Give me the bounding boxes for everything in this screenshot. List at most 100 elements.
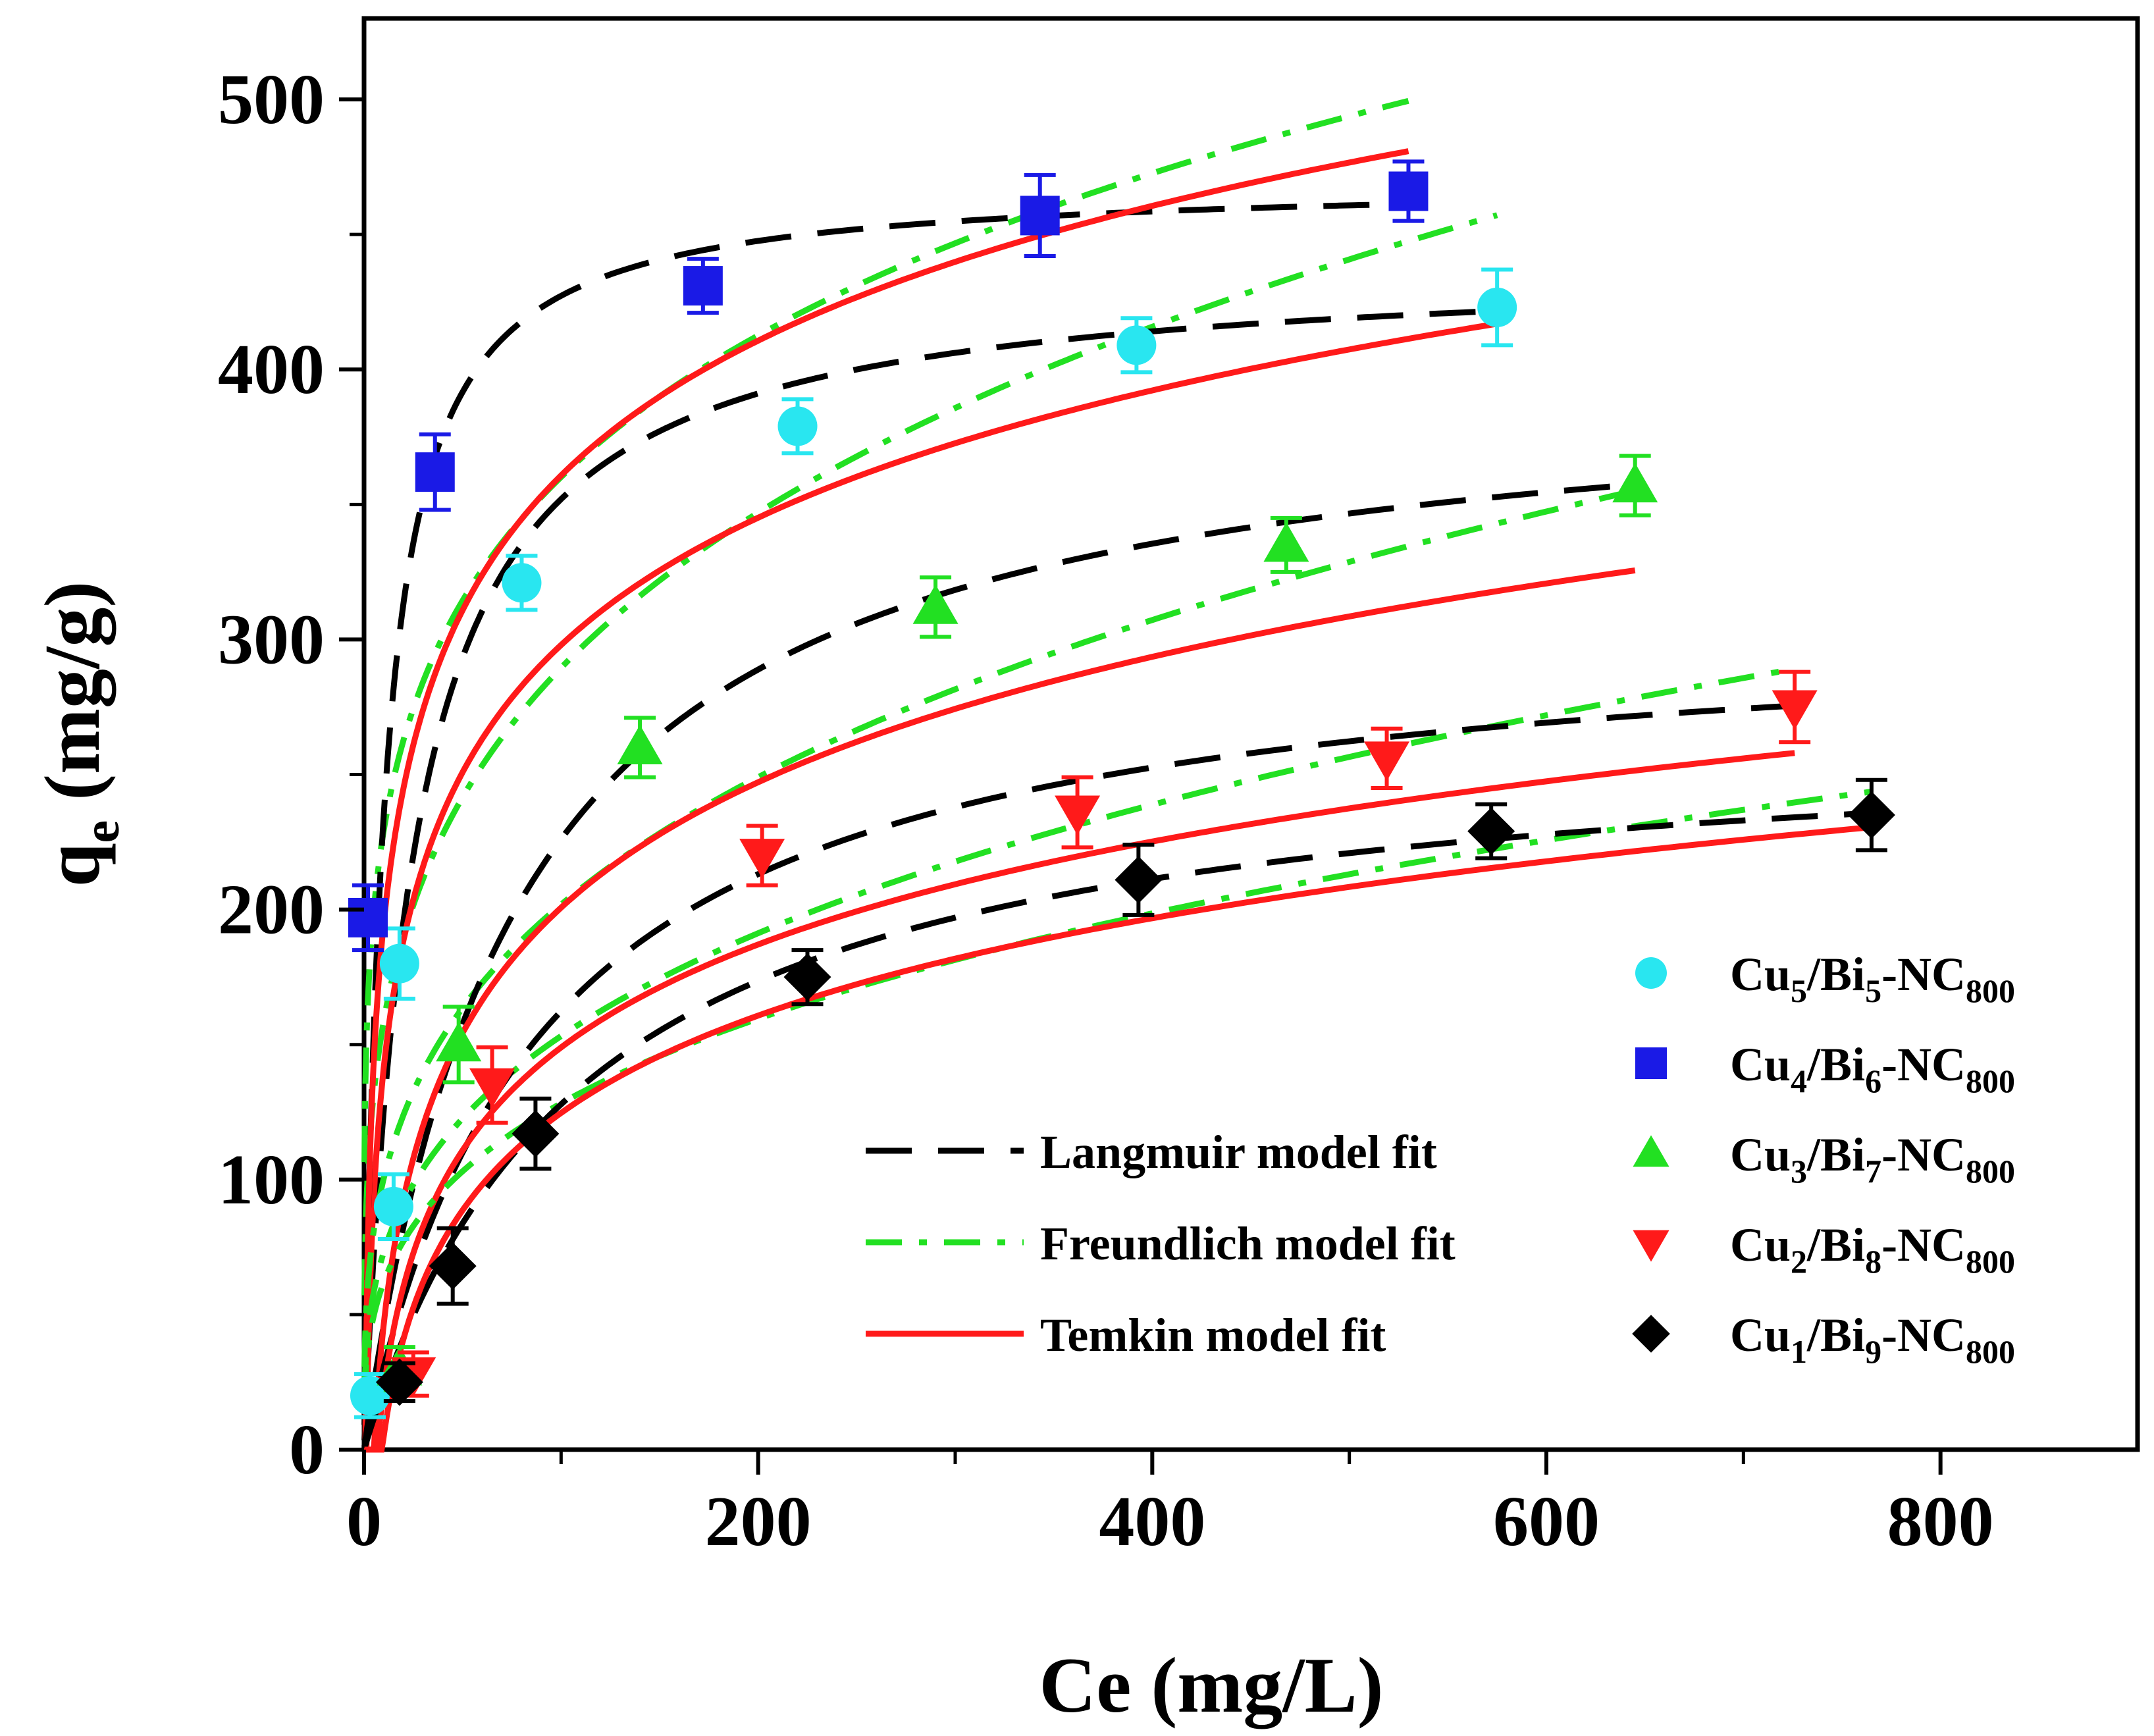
data-point [1772,690,1818,730]
y-tick-label: 500 [218,61,325,139]
legend-series-label: Cu1/Bi9-NC800 [1730,1309,2015,1370]
freundlich-fit-line-series-2 [361,97,1409,1163]
legend-label-text: -NC [1881,1038,1966,1091]
data-markers [348,159,1895,1419]
legend-label-subscript: 5 [1865,972,1881,1009]
legend-label-text: -NC [1881,1219,1966,1271]
legend-label-text: Cu [1730,1038,1791,1091]
y-axis-title-unit: (mg/g) [28,581,117,820]
x-tick-label: 400 [1099,1483,1205,1561]
legend-label-subscript: 800 [1966,972,2015,1009]
legend-label-text: /Bi [1806,1309,1865,1361]
legend-series-label: Cu2/Bi8-NC800 [1730,1219,2015,1280]
y-tick-label: 100 [218,1141,325,1219]
legend-label-subscript: 1 [1791,1333,1807,1370]
langmuir-fit-line-series-4 [361,702,1795,1449]
legend-label-subscript: 2 [1791,1243,1807,1280]
data-point [617,725,663,765]
temkin-fit-line-series-3 [364,567,1636,1453]
legend-label-text: /Bi [1806,1219,1865,1271]
plot-border [361,16,2140,1452]
legend-marker-triangle-up [1633,1135,1669,1167]
x-tick-label: 600 [1493,1483,1600,1561]
y-tick-label: 0 [289,1411,325,1489]
legend-label-subscript: 800 [1966,1333,2015,1370]
legend-label-subscript: 7 [1865,1153,1881,1190]
data-point [469,1068,515,1108]
legend-label-text: -NC [1881,1128,1966,1181]
legend-label-subscript: 8 [1865,1243,1881,1280]
y-axis-title-main: q [28,843,116,887]
y-tick-label: 400 [218,330,325,409]
data-point [502,563,542,603]
temkin-fit-line-series-2 [362,148,1409,1453]
legend-label-text: Cu [1730,1128,1791,1181]
data-point [1612,463,1658,503]
series-1-points [350,267,1517,1419]
data-point [777,406,818,446]
legend-label-subscript: 5 [1791,972,1807,1009]
legend-series-label: Cu4/Bi6-NC800 [1730,1038,2015,1099]
data-point [1263,522,1309,562]
y-tick-label: 300 [218,600,325,679]
x-tick-label: 0 [346,1483,382,1561]
legend-marker-circle [1635,957,1667,989]
data-point [739,839,785,879]
legend-label-text: /Bi [1806,948,1865,1001]
legend-marker-square [1635,1047,1667,1079]
legend-model-label: Langmuir model fit [1040,1126,1437,1178]
legend-label-text: Cu [1730,948,1791,1001]
data-point [1364,741,1410,781]
data-point [783,953,831,1001]
series-2-points [348,159,1429,953]
data-point [1847,791,1895,839]
data-point [1055,795,1101,835]
plot-frame [361,16,2140,1452]
legend: Langmuir model fit Freundlich model fit Te… [866,948,2015,1370]
legend-label-text: -NC [1881,948,1966,1001]
data-point [1467,807,1515,855]
langmuir-fit-line-series-3 [361,481,1636,1448]
legend-marker-triangle-down [1633,1230,1669,1262]
data-point [375,1358,423,1406]
x-tick-label: 800 [1887,1483,1994,1561]
y-axis-title-subscript: e [72,820,130,843]
legend-series-label: Cu5/Bi5-NC800 [1730,948,2015,1009]
data-point [683,266,723,306]
legend-label-text: Cu [1730,1309,1791,1361]
y-tick-label: 200 [218,871,325,949]
legend-label-subscript: 3 [1791,1153,1807,1190]
data-point [415,452,455,492]
data-point [1115,856,1163,904]
data-point [1388,171,1429,211]
series-5-points [375,777,1895,1406]
freundlich-fit-line-series-3 [361,488,1636,1367]
legend-label-text: -NC [1881,1309,1966,1361]
legend-label-subscript: 800 [1966,1153,2015,1190]
langmuir-fit-line-series-1 [361,307,1498,1440]
data-point [429,1242,477,1290]
legend-model-label: Temkin model fit [1040,1309,1386,1361]
data-point [348,897,388,937]
legend-label-subscript: 800 [1966,1243,2015,1280]
data-point [373,1186,413,1226]
data-point [912,584,959,624]
data-point [1020,196,1060,236]
legend-label-subscript: 800 [1966,1063,2015,1099]
y-axis-title: qe (mg/g) [28,581,130,887]
legend-label-text: /Bi [1806,1038,1865,1091]
data-point [1116,325,1157,365]
x-axis-title: Ce (mg/L) [1039,1641,1383,1729]
legend-label-subscript: 9 [1865,1333,1881,1370]
temkin-fit-line-series-1 [363,321,1498,1453]
data-point [512,1110,560,1158]
axes: 0 200 400 600 800 0 100 200 300 400 500 Ce (mg/L) qe… [28,61,1994,1729]
data-point [1477,287,1517,327]
legend-label-text: Cu [1730,1219,1791,1271]
legend-marker-diamond [1632,1315,1670,1353]
temkin-fit-line-series-4 [364,750,1795,1453]
legend-label-text: /Bi [1806,1128,1865,1181]
legend-model-label: Freundlich model fit [1040,1217,1456,1270]
data-point [436,1022,482,1062]
